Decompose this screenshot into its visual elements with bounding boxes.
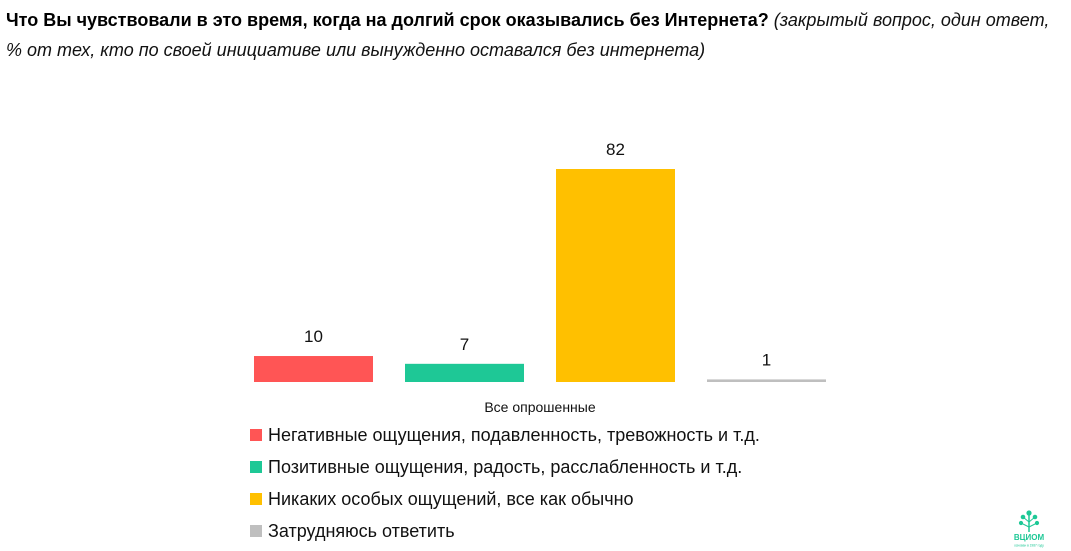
legend-swatch xyxy=(250,493,262,505)
data-label-4: 1 xyxy=(762,350,771,369)
chart-legend: Негативные ощущения, подавленность, трев… xyxy=(250,419,760,547)
legend-item-1: Негативные ощущения, подавленность, трев… xyxy=(250,419,760,451)
vciom-logo: ВЦИОМ основан в 1987 году xyxy=(1014,510,1045,548)
question-text: Что Вы чувствовали в это время, когда на… xyxy=(6,10,769,30)
question-note: (закрытый вопрос, один ответ, % от тех, … xyxy=(6,10,1050,60)
legend-item-4: Затрудняюсь ответить xyxy=(250,515,760,547)
bar-chart: 10 7 82 1 Все опрошенные xyxy=(254,140,826,415)
bar-1 xyxy=(254,356,373,382)
legend-label: Позитивные ощущения, радость, расслаблен… xyxy=(268,456,743,477)
legend-swatch xyxy=(250,525,262,537)
data-label-1: 10 xyxy=(304,327,323,346)
data-label-3: 82 xyxy=(606,140,625,159)
category-label: Все опрошенные xyxy=(484,399,595,415)
logo-text: ВЦИОМ xyxy=(1014,533,1045,542)
legend-item-3: Никаких особых ощущений, все как обычно xyxy=(250,483,760,515)
logo-tagline: основан в 1987 году xyxy=(1014,544,1044,548)
legend-label: Негативные ощущения, подавленность, трев… xyxy=(268,424,760,445)
legend-swatch xyxy=(250,429,262,441)
bar-2 xyxy=(405,363,524,382)
data-label-2: 7 xyxy=(460,335,469,354)
legend-swatch xyxy=(250,461,262,473)
chart-title: Что Вы чувствовали в это время, когда на… xyxy=(6,5,1066,65)
legend-label: Никаких особых ощущений, все как обычно xyxy=(268,488,634,509)
legend-label: Затрудняюсь ответить xyxy=(268,520,455,541)
legend-item-2: Позитивные ощущения, радость, расслаблен… xyxy=(250,451,760,483)
bar-3 xyxy=(556,169,675,382)
bar-4 xyxy=(707,379,826,382)
